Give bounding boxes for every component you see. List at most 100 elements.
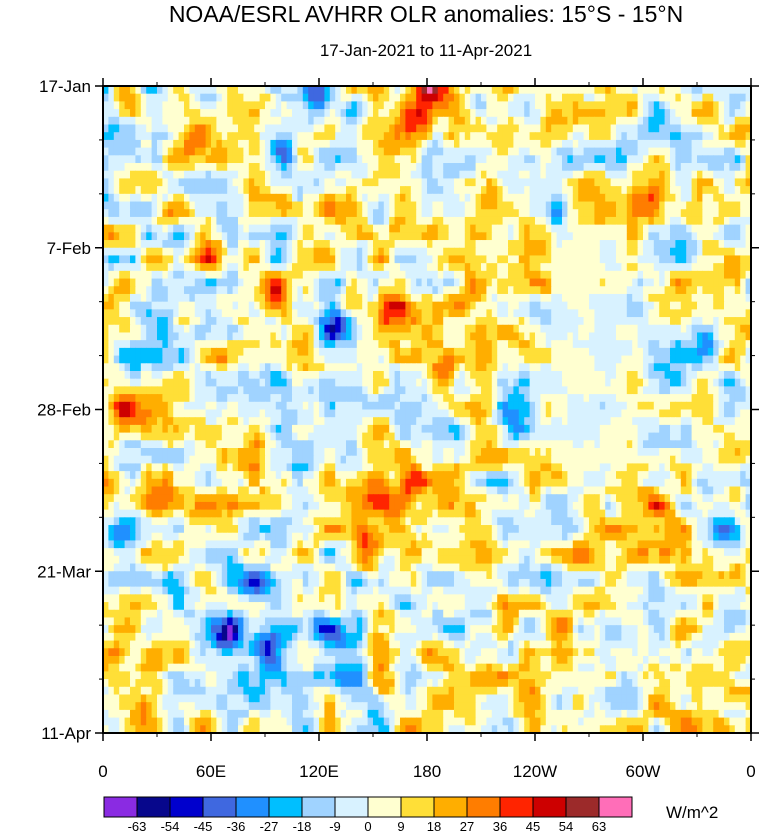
heat-cell [632,332,639,341]
heat-cell [605,324,612,334]
heat-cell [578,293,585,303]
heat-cell [653,240,660,249]
heat-cell [113,317,120,326]
heat-cell [162,193,169,203]
heat-cell [157,124,163,133]
heat-cell [653,263,660,272]
heat-cell [637,332,644,341]
heat-cell [535,163,541,172]
heat-cell [410,317,417,326]
heat-cell [443,93,450,102]
heat-cell [124,124,131,133]
heat-cell [184,170,190,180]
heat-cell [140,263,147,272]
heat-cell [394,247,401,257]
heat-cell [643,324,649,334]
heat-cell [135,109,142,118]
heat-cell [135,378,142,387]
heat-cell [745,378,751,387]
heat-cell [270,278,277,287]
heat-cell [227,309,234,318]
heat-cell [718,324,725,334]
heat-cell [583,332,590,341]
heat-cell [302,293,309,303]
heat-cell [589,293,595,303]
heat-cell [432,340,439,349]
heat-cell [659,378,666,387]
heat-cell [616,193,622,203]
heat-cell [178,139,185,149]
heat-cell [524,363,531,372]
heat-cell [524,394,531,403]
heat-cell [135,240,142,249]
heat-cell [405,386,412,395]
heat-cell [481,224,487,233]
heat-cell [405,178,412,187]
heat-cell [459,378,466,387]
heat-cell [227,293,234,303]
heat-cell [189,278,196,287]
heat-cell [432,309,439,318]
heat-cell [443,394,450,403]
heat-cell [659,132,666,141]
heat-cell [173,232,180,241]
heat-cell [319,355,325,364]
heat-cell [173,132,180,141]
heat-cell [216,263,223,272]
heat-cell [362,332,369,341]
heat-cell [151,240,158,249]
heat-cell [157,340,163,349]
heat-cell [416,116,423,126]
heat-cell [481,132,487,141]
heat-cell [437,209,444,218]
heat-cell [103,340,109,349]
heat-cell [329,255,336,264]
heat-cell [448,355,455,364]
heat-cell [475,363,482,372]
heat-cell [227,270,234,280]
heat-cell [167,109,174,118]
heat-cell [232,355,239,364]
heat-cell [670,109,676,118]
heat-cell [389,232,396,241]
heat-cell [702,355,709,364]
heat-cell [173,209,180,218]
heat-cell [400,147,406,156]
heat-cell [167,347,174,357]
heat-cell [113,232,120,241]
heat-cell [308,101,315,110]
heat-cell [702,116,709,126]
heat-cell [281,170,288,180]
heat-cell [211,155,217,164]
heat-cell [599,317,606,326]
heat-cell [589,216,595,226]
heat-cell [675,286,682,295]
heat-cell [675,293,682,303]
heat-cell [551,201,558,210]
heat-cell [135,124,142,133]
heat-cell [686,317,693,326]
heat-cell [410,347,417,357]
heat-cell [335,347,342,357]
heat-cell [637,186,644,195]
heat-cell [524,278,531,287]
heat-cell [157,224,163,233]
heat-cell [691,139,698,149]
heat-cell [351,155,358,164]
heat-cell [351,186,358,195]
heat-cell [340,147,347,156]
heat-cell [437,370,444,380]
heat-cell [659,86,666,95]
heat-cell [729,170,736,180]
heat-cell [410,309,417,318]
heat-cell [481,178,487,187]
heat-cell [664,232,671,241]
heat-cell [416,124,423,133]
heat-cell [653,132,660,141]
heat-cell [189,317,196,326]
heat-cell [211,170,217,180]
heat-cell [151,270,158,280]
heat-cell [632,363,639,372]
heat-cell [697,278,703,287]
heat-cell [491,193,498,203]
